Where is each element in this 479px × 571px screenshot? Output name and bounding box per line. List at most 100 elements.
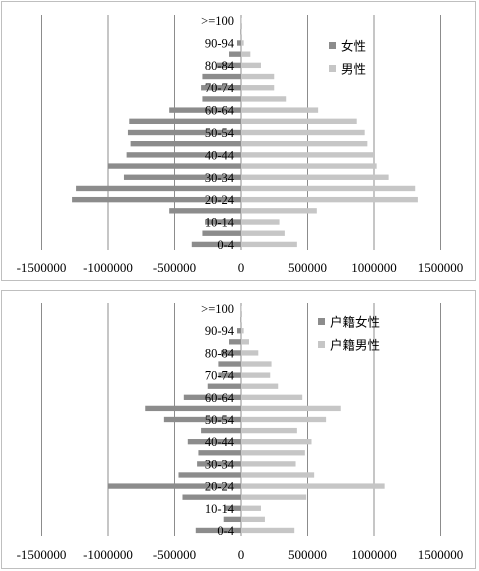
- bar-registered-male-45-49: [241, 427, 297, 434]
- bar-female-45-49: [130, 141, 241, 147]
- bar-female-10-14: [205, 219, 241, 225]
- category-label-0-4: 0-4: [217, 238, 234, 252]
- x-tick-label-1000000: 1000000: [351, 547, 397, 562]
- category-label-30-34: 30-34: [205, 171, 235, 185]
- category-label-ge100: >=100: [201, 14, 234, 28]
- bar-female-60-64: [169, 107, 241, 113]
- bar-registered-male-90-94: [241, 328, 244, 334]
- bar-registered-female-90-94: [237, 328, 241, 334]
- category-label-40-44: 40-44: [205, 435, 235, 449]
- x-tick-label-neg-1000000: -1000000: [83, 260, 133, 275]
- bar-registered-male-ge100: [241, 305, 242, 312]
- bar-female-20-24: [72, 196, 241, 203]
- category-label-50-54: 50-54: [205, 126, 235, 140]
- category-label-90-94: 90-94: [205, 324, 235, 338]
- bar-registered-female-45-49: [201, 427, 241, 434]
- bar-male-45-49: [241, 141, 368, 147]
- x-tick-label-1500000: 1500000: [418, 547, 464, 562]
- category-label-60-64: 60-64: [205, 104, 235, 118]
- bar-registered-male-70-74: [241, 372, 271, 378]
- bar-male-30-34: [241, 174, 389, 180]
- bar-male-20-24: [241, 196, 418, 203]
- x-tick-label-0: 0: [238, 547, 245, 562]
- bar-registered-male-50-54: [241, 416, 327, 423]
- bar-female-30-34: [123, 174, 241, 180]
- bar-female-70-74: [201, 85, 241, 91]
- chart-panel-top: 0-4 10-14 20-24 30-34 40-44 50-54 60-64 70-74 80…: [1, 1, 476, 281]
- bar-male-ge100: [241, 17, 242, 24]
- bar-registered-male-10-14: [241, 505, 261, 511]
- bar-registered-male-75-79: [241, 361, 272, 367]
- bar-male-15-19: [241, 208, 317, 214]
- bar-registered-female-55-59: [145, 405, 241, 412]
- bar-male-75-79: [241, 73, 275, 80]
- x-tick-label-neg-1500000: -1500000: [17, 547, 67, 562]
- bar-male-10-14: [241, 219, 280, 225]
- category-label-70-74: 70-74: [205, 369, 235, 383]
- bar-male-40-44: [241, 152, 374, 158]
- bar-registered-female-0-4: [195, 527, 241, 534]
- bar-registered-female-95-99: [240, 316, 241, 323]
- bar-female-0-4: [191, 241, 241, 248]
- category-label-80-84: 80-84: [205, 346, 235, 360]
- bar-registered-male-85-89: [241, 339, 249, 345]
- bar-female-75-79: [202, 73, 241, 80]
- legend-swatch-registered-female: [318, 318, 325, 325]
- category-label-ge100: >=100: [201, 302, 234, 316]
- category-label-80-84: 80-84: [205, 59, 235, 73]
- category-label-20-24: 20-24: [205, 480, 235, 494]
- bar-registered-male-15-19: [241, 494, 307, 500]
- legend-label-registered-male: 户籍男性: [330, 338, 380, 353]
- bar-female-80-84: [217, 62, 241, 69]
- x-tick-label-500000: 500000: [288, 260, 327, 275]
- x-tick-label-0: 0: [238, 260, 245, 275]
- x-tick-label-neg-1500000: -1500000: [17, 260, 67, 275]
- legend-label-registered-female: 户籍女性: [330, 315, 380, 330]
- bar-registered-male-55-59: [241, 405, 341, 412]
- bar-male-65-69: [241, 96, 287, 102]
- bar-female-50-54: [127, 129, 241, 136]
- bar-female-40-44: [126, 152, 241, 158]
- bar-registered-female-50-54: [163, 416, 241, 423]
- bar-registered-female-65-69: [207, 383, 241, 389]
- legend-swatch-male: [329, 65, 336, 72]
- bar-female-5-9: [202, 230, 241, 236]
- bar-male-55-59: [241, 118, 357, 124]
- bar-female-35-39: [108, 163, 241, 169]
- bar-registered-female-25-29: [178, 472, 241, 478]
- bar-registered-male-40-44: [241, 439, 312, 445]
- x-tick-label-1500000: 1500000: [418, 260, 464, 275]
- legend-swatch-registered-male: [318, 341, 325, 348]
- bar-registered-female-80-84: [221, 350, 241, 356]
- bar-female-65-69: [202, 96, 241, 102]
- bar-registered-female-70-74: [218, 372, 241, 378]
- bar-registered-male-20-24: [241, 483, 385, 489]
- bar-male-95-99: [241, 29, 242, 35]
- bar-male-35-39: [241, 163, 377, 169]
- legend-swatch-female: [329, 42, 336, 49]
- category-label-60-64: 60-64: [205, 391, 235, 405]
- bar-registered-female-15-19: [182, 494, 241, 500]
- bar-female-15-19: [169, 208, 241, 214]
- population-pyramid-chart-bottom: 0-4 10-14 20-24 30-34 40-44 50-54 60-64 70-74 80…: [17, 302, 464, 562]
- bar-registered-female-5-9: [223, 516, 241, 523]
- x-tick-label-1000000: 1000000: [351, 260, 397, 275]
- bar-female-90-94: [237, 40, 241, 46]
- bar-registered-male-65-69: [241, 383, 279, 389]
- bar-male-0-4: [241, 241, 297, 248]
- bar-registered-male-0-4: [241, 527, 295, 534]
- bar-registered-male-80-84: [241, 350, 259, 356]
- category-label-30-34: 30-34: [205, 457, 235, 471]
- bar-registered-female-40-44: [187, 439, 241, 445]
- legend-label-male: 男性: [341, 62, 366, 77]
- category-label-90-94: 90-94: [205, 36, 235, 50]
- bar-registered-female-10-14: [225, 505, 241, 511]
- bar-registered-female-30-34: [197, 461, 241, 467]
- bar-female-55-59: [129, 118, 241, 124]
- chart-panel-bottom: 0-4 10-14 20-24 30-34 40-44 50-54 60-64 70-74 80…: [1, 290, 476, 569]
- category-label-0-4: 0-4: [217, 524, 234, 538]
- bar-registered-female-20-24: [108, 483, 241, 489]
- category-label-20-24: 20-24: [205, 193, 235, 207]
